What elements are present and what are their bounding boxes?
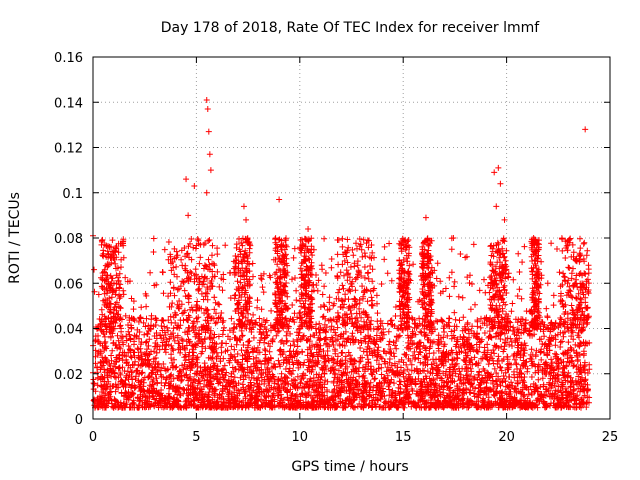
- roti-peak-point: [183, 176, 190, 183]
- y-tick-label: 0.06: [54, 277, 83, 292]
- roti-peak-point: [582, 126, 589, 133]
- roti-point-cloud: [90, 235, 593, 411]
- y-tick-label: 0: [75, 413, 83, 428]
- x-axis: 0 5 10 15 20 25: [89, 57, 618, 445]
- roti-peak-point: [276, 196, 283, 203]
- roti-peak-point: [305, 225, 312, 232]
- roti-peak-point: [185, 212, 192, 219]
- chart-title: Day 178 of 2018, Rate Of TEC Index for r…: [161, 20, 541, 36]
- roti-peak-point: [206, 151, 213, 158]
- x-tick-label: 0: [89, 430, 97, 445]
- y-tick-label: 0.02: [54, 368, 83, 383]
- roti-peak-point: [422, 214, 429, 221]
- roti-peak-point: [204, 106, 211, 113]
- roti-peak-point: [243, 216, 250, 223]
- roti-peak-point: [91, 266, 98, 273]
- roti-peak-point: [493, 203, 500, 210]
- y-tick-label: 0.1: [62, 187, 83, 202]
- x-tick-label: 10: [292, 430, 309, 445]
- roti-peak-point: [501, 216, 508, 223]
- y-tick-label: 0.08: [54, 232, 83, 247]
- x-axis-title: GPS time / hours: [291, 459, 408, 475]
- x-tick-label: 15: [395, 430, 412, 445]
- roti-peak-point: [191, 182, 198, 189]
- y-tick-label: 0.14: [54, 96, 83, 111]
- y-axis: 0 0.02 0.04 0.06 0.08 0.1 0.12 0.14 0.16: [54, 51, 610, 428]
- roti-peak-point: [205, 128, 212, 135]
- y-tick-label: 0.04: [54, 323, 83, 338]
- roti-peak-point: [491, 169, 498, 176]
- y-axis-title: ROTI / TECUs: [7, 192, 23, 284]
- roti-peak-point: [495, 164, 502, 171]
- data-points: [90, 96, 593, 411]
- y-tick-label: 0.16: [54, 51, 83, 66]
- roti-peak-point: [497, 180, 504, 187]
- y-tick-label: 0.12: [54, 142, 83, 157]
- roti-peak-point: [203, 189, 210, 196]
- x-tick-label: 25: [602, 430, 619, 445]
- x-tick-label: 5: [192, 430, 200, 445]
- roti-peak-point: [207, 167, 214, 174]
- roti-peak-point: [240, 203, 247, 210]
- roti-peak-point: [203, 96, 210, 103]
- x-tick-label: 20: [498, 430, 515, 445]
